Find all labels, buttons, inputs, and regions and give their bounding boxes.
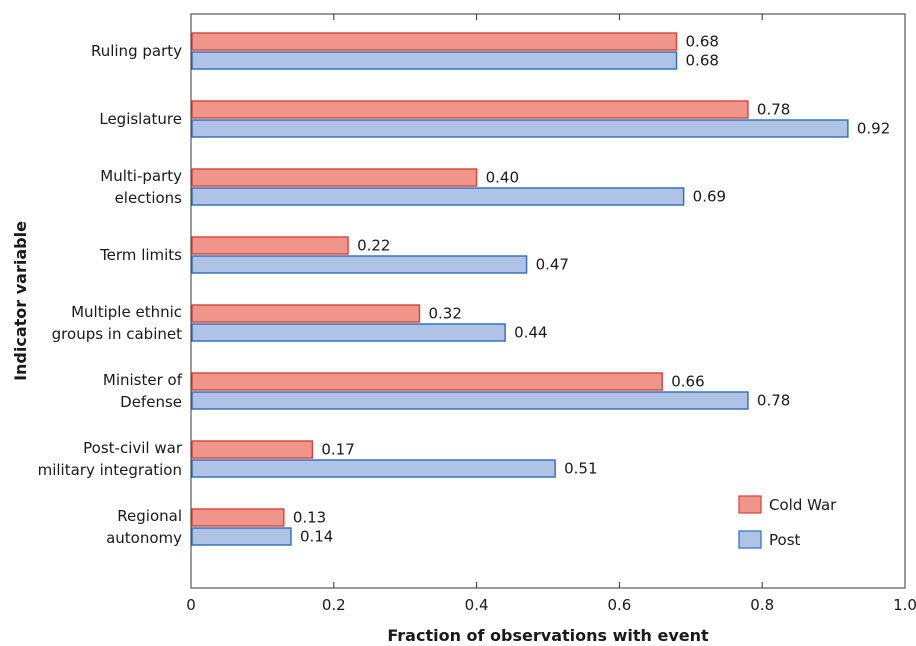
category-label: elections	[115, 189, 183, 207]
value-label-cold-war: 0.66	[671, 373, 704, 391]
value-label-post: 0.51	[564, 460, 597, 478]
bar-post	[191, 255, 528, 274]
value-label-cold-war: 0.13	[293, 509, 326, 527]
value-label-cold-war: 0.22	[357, 237, 390, 255]
category-label: groups in cabinet	[52, 325, 182, 343]
bar-post	[191, 187, 685, 206]
category-label: Ruling party	[91, 42, 182, 60]
legend-swatch-cold-war	[738, 495, 762, 514]
x-tick-label: 0.8	[750, 596, 774, 614]
plot-frame	[190, 13, 906, 589]
value-labels-group: 0.680.68 0.78 0.92 0.40 0.69 0.22 0.47 0.32 0.44…	[293, 33, 890, 546]
bar-cold-war	[191, 100, 749, 119]
bar-cold-war	[191, 508, 285, 527]
bar-post	[191, 527, 292, 546]
value-label-post: 0.14	[300, 528, 333, 546]
bar-cold-war	[191, 372, 663, 391]
x-tick-label: 0.2	[322, 596, 346, 614]
bar-cold-war	[191, 168, 478, 187]
category-labels-group: Ruling party Legislature Multi-party electi…	[38, 42, 183, 547]
category-label: military integration	[38, 461, 182, 479]
bar-post	[191, 51, 678, 70]
x-tick-label: 0	[186, 596, 196, 614]
bar-cold-war	[191, 440, 314, 459]
value-label-cold-war: 0.68	[686, 33, 719, 51]
x-tick-label: 0.6	[607, 596, 631, 614]
category-label: Term limits	[99, 246, 182, 264]
value-label-post: 0.47	[536, 256, 569, 274]
bar-cold-war	[191, 32, 678, 51]
category-label: Legislature	[99, 110, 182, 128]
x-axis-title: Fraction of observations with event	[387, 626, 709, 645]
bar-post	[191, 323, 506, 342]
bars-group	[191, 32, 849, 546]
value-label-cold-war: 0.78	[757, 101, 790, 119]
legend: Cold War Post	[738, 495, 837, 549]
category-label: Post-civil war	[83, 439, 183, 457]
legend-swatch-post	[738, 530, 762, 549]
value-label-post: 0.78	[757, 392, 790, 410]
value-label-cold-war: 0.17	[321, 441, 354, 459]
x-axis-ticks-group: 0 0.2 0.4 0.6 0.8 1.0	[186, 14, 916, 614]
category-label: Multiple ethnic	[71, 303, 182, 321]
category-label: Minister of	[103, 371, 183, 389]
x-tick-label: 1.0	[893, 596, 916, 614]
legend-label-post: Post	[769, 531, 801, 549]
x-tick-label: 0.4	[465, 596, 489, 614]
value-label-post: 0.69	[693, 188, 726, 206]
category-label: autonomy	[106, 529, 182, 547]
bar-post	[191, 119, 849, 138]
legend-label-cold-war: Cold War	[769, 496, 837, 514]
value-label-cold-war: 0.32	[428, 305, 461, 323]
y-axis-title: Indicator variable	[11, 221, 30, 381]
value-label-post: 0.92	[857, 120, 890, 138]
value-label-post: 0.44	[514, 324, 547, 342]
bar-post	[191, 391, 749, 410]
category-label: Regional	[117, 507, 182, 525]
value-label-post: 0.68	[686, 52, 719, 70]
bar-post	[191, 459, 556, 478]
value-label-cold-war: 0.40	[486, 169, 519, 187]
category-label: Multi-party	[100, 167, 182, 185]
bar-cold-war	[191, 304, 421, 323]
bar-cold-war	[191, 236, 349, 255]
category-label: Defense	[120, 393, 182, 411]
